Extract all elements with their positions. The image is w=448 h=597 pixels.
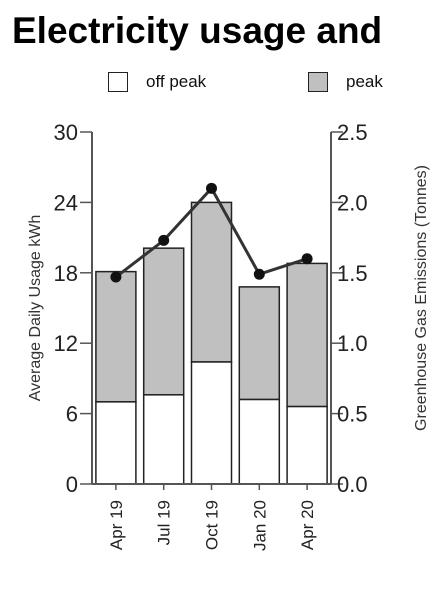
x-tick-label: Apr 19	[107, 500, 126, 550]
bar-off-peak	[286, 405, 328, 485]
bar-off-peak	[95, 401, 137, 485]
bar-off-peak	[238, 398, 281, 485]
legend-item-off-peak: off peak	[108, 72, 206, 92]
emissions-point	[301, 253, 313, 265]
y-tick-label: 30	[54, 120, 78, 145]
x-tick-label: Apr 20	[298, 500, 317, 550]
y-tick-label: 18	[54, 261, 78, 286]
y-tick-label: 24	[54, 190, 78, 215]
x-tick-label: Jul 19	[155, 500, 174, 545]
y2-tick-label: 0.0	[337, 472, 368, 497]
y-tick-label: 6	[66, 402, 78, 427]
y2-tick-label: 1.5	[337, 261, 368, 286]
bar-peak	[95, 270, 137, 403]
y-tick-label: 0	[66, 472, 78, 497]
x-tick-label: Jan 20	[250, 500, 269, 551]
y-tick-label: 12	[54, 331, 78, 356]
x-tick-label: Oct 19	[203, 500, 222, 550]
legend-item-peak: peak	[308, 72, 383, 92]
y2-tick-label: 0.5	[337, 402, 368, 427]
y2-axis-title: Greenhouse Gas Emissions (Tonnes)	[413, 165, 430, 431]
emissions-point	[253, 268, 265, 280]
legend-swatch-peak	[308, 72, 328, 92]
emissions-point	[206, 182, 217, 194]
bar-peak	[190, 201, 233, 363]
bar-off-peak	[190, 361, 233, 485]
y2-tick-label: 1.0	[337, 331, 368, 356]
y-axis-title: Average Daily Usage kWh	[27, 215, 44, 401]
bar-peak	[142, 247, 185, 396]
emissions-point	[110, 271, 122, 283]
bar-peak	[286, 262, 328, 408]
emissions-point	[158, 234, 170, 246]
legend-label-peak: peak	[346, 72, 383, 91]
bar-off-peak	[142, 394, 185, 485]
chart-title: Electricity usage and	[12, 10, 383, 51]
legend-label-off-peak: off peak	[146, 72, 207, 91]
legend-swatch-off-peak	[108, 72, 128, 92]
y2-tick-label: 2.0	[337, 190, 368, 215]
y2-tick-label: 2.5	[337, 120, 368, 145]
bar-peak	[238, 286, 281, 401]
